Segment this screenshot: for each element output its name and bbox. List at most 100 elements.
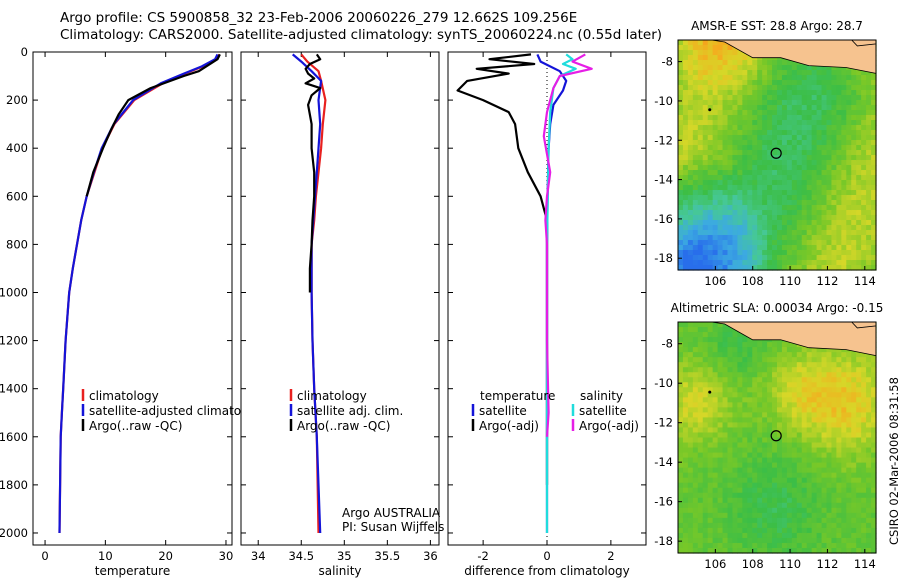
sst-map-cell bbox=[866, 70, 872, 76]
sla-map-cell bbox=[772, 417, 778, 424]
sla-map-cell bbox=[702, 322, 709, 328]
sla-map-cell bbox=[851, 497, 857, 504]
sst-map-cell bbox=[791, 65, 798, 71]
sla-map-cell bbox=[801, 407, 808, 413]
sla-map-cell bbox=[712, 452, 719, 459]
sst-map-cell bbox=[717, 125, 724, 131]
sst-map-cell bbox=[861, 155, 867, 161]
sst-map-cell bbox=[722, 125, 729, 131]
sst-map-cell bbox=[707, 235, 714, 241]
sst-map-cell bbox=[796, 205, 803, 211]
sla-map-cell bbox=[821, 372, 828, 378]
sla-map-cell bbox=[732, 392, 738, 398]
sst-map-cell bbox=[742, 70, 748, 76]
sst-map-cell bbox=[861, 165, 867, 171]
sst-map-cell bbox=[821, 220, 828, 226]
sst-map-cell bbox=[796, 210, 803, 216]
sst-map-cell bbox=[717, 190, 724, 196]
sla-map-cell bbox=[678, 532, 684, 539]
sla-map-cell bbox=[831, 547, 837, 554]
sst-map-cell bbox=[722, 250, 729, 256]
sla-map-cell bbox=[717, 487, 724, 494]
sst-map-cell bbox=[747, 215, 753, 221]
sla-map-cell bbox=[702, 517, 709, 524]
sla-map-cell bbox=[772, 372, 778, 378]
sst-map-cell bbox=[791, 175, 798, 181]
sst-map-cell bbox=[786, 250, 793, 256]
sst-map-cell bbox=[762, 260, 768, 266]
sla-map-cell bbox=[851, 522, 857, 529]
sst-map-cell bbox=[692, 250, 699, 256]
sla-map-cell bbox=[732, 502, 738, 509]
sla-map-cell bbox=[692, 392, 699, 398]
sst-map-cell bbox=[707, 110, 714, 116]
sst-map-cell bbox=[712, 135, 719, 141]
sla-map-cell bbox=[821, 382, 828, 388]
sst-map-cell bbox=[707, 70, 714, 76]
sla-map-cell bbox=[826, 522, 833, 529]
sst-map-cell bbox=[722, 105, 729, 111]
sst-map-cell bbox=[806, 145, 813, 151]
sst-map-cell bbox=[727, 215, 734, 221]
sla-map-cell bbox=[732, 427, 738, 434]
sla-map-cell bbox=[742, 402, 748, 408]
sla-map-cell bbox=[796, 352, 803, 358]
sla-map-cell bbox=[692, 507, 699, 514]
sla-map-cell bbox=[772, 382, 778, 388]
sst-map-cell bbox=[831, 210, 837, 216]
sla-map-cell bbox=[727, 402, 734, 408]
sst-map-cell bbox=[831, 125, 837, 131]
sst-map-cell bbox=[682, 120, 689, 126]
sst-map-cell bbox=[791, 130, 798, 136]
sst-map-cell bbox=[851, 215, 857, 221]
sst-map-cell bbox=[732, 185, 738, 191]
sst-map-cell bbox=[796, 95, 803, 101]
sla-map-cell bbox=[831, 442, 837, 449]
sst-map-cell bbox=[747, 100, 753, 106]
sla-map-cell bbox=[811, 542, 818, 549]
sla-map-cell bbox=[767, 512, 773, 519]
sla-map-cell bbox=[796, 382, 803, 388]
sla-map-cell bbox=[836, 487, 842, 494]
sla-map-cell bbox=[737, 337, 743, 343]
sla-map-cell bbox=[791, 527, 798, 534]
sla-map-cell bbox=[856, 432, 862, 439]
sst-map-cell bbox=[678, 145, 684, 151]
sla-map-cell bbox=[777, 427, 783, 434]
sst-map-cell bbox=[767, 85, 773, 91]
sla-map-cell bbox=[757, 382, 763, 388]
sst-map-cell bbox=[702, 80, 709, 86]
sst-map-cell bbox=[737, 100, 743, 106]
sla-map-cell bbox=[861, 512, 867, 519]
sla-map-cell bbox=[772, 492, 778, 499]
sla-map-cell bbox=[796, 462, 803, 469]
sst-map-cell bbox=[856, 165, 862, 171]
sla-map-cell bbox=[841, 492, 847, 499]
sst-map-cell bbox=[727, 260, 734, 266]
sla-map-cell bbox=[826, 537, 833, 544]
sla-map-cell bbox=[786, 532, 793, 539]
sla-map-cell bbox=[747, 372, 753, 378]
sla-map-cell bbox=[836, 387, 842, 393]
sla-map-cell bbox=[687, 372, 694, 378]
sla-map-cell bbox=[737, 392, 743, 398]
sst-map-cell bbox=[806, 165, 813, 171]
sst-map-cell bbox=[866, 155, 872, 161]
sst-map-cell bbox=[816, 125, 823, 131]
sla-map-cell bbox=[697, 497, 704, 504]
sla-map-cell bbox=[687, 492, 694, 499]
sst-map-cell bbox=[866, 195, 872, 201]
sla-map-cell bbox=[752, 372, 758, 378]
sst-map-cell bbox=[692, 210, 699, 216]
sst-map-cell bbox=[707, 180, 714, 186]
sla-map-cell bbox=[742, 487, 748, 494]
sst-map-cell bbox=[801, 220, 808, 226]
sla-map-cell bbox=[717, 462, 724, 469]
sla-map-cell bbox=[826, 417, 833, 424]
sst-map-cell bbox=[752, 260, 758, 266]
sla-map-cell bbox=[791, 392, 798, 398]
sst-map-cell bbox=[777, 225, 783, 231]
sla-map-cell bbox=[697, 462, 704, 469]
temperature-legend-label: climatology bbox=[89, 389, 159, 403]
